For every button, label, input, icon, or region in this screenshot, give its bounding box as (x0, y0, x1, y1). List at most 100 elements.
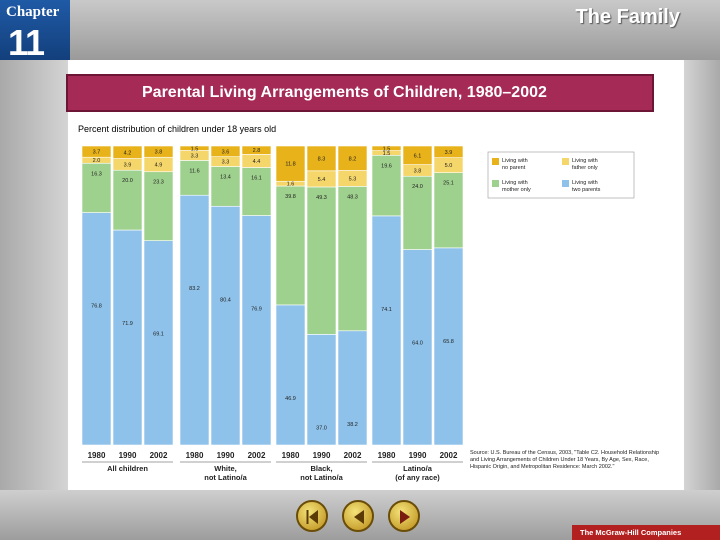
value-label: 16.3 (91, 171, 102, 177)
value-label: 71.9 (122, 321, 133, 327)
value-label: 11.8 (285, 162, 295, 168)
legend-label: mother only (502, 187, 531, 193)
first-slide-button[interactable] (296, 500, 328, 532)
value-label: 8.3 (318, 156, 326, 162)
legend-label: Living with (572, 158, 598, 164)
value-label: 5.0 (445, 163, 453, 169)
bar-two-parents (371, 215, 402, 446)
value-label: 24.0 (412, 184, 423, 190)
bar-mother-only (337, 186, 368, 332)
bar-two-parents (112, 229, 143, 446)
bar-no-parent (210, 145, 241, 157)
group-label: Black, (310, 464, 332, 473)
legend-swatch (492, 158, 499, 165)
value-label: 1.5 (191, 146, 199, 152)
legend-swatch (562, 180, 569, 187)
value-label: 16.1 (251, 175, 262, 181)
value-label: 48.3 (347, 194, 358, 200)
bar-no-parent (402, 145, 433, 165)
group-label: White, (214, 464, 237, 473)
legend-swatch (562, 158, 569, 165)
value-label: 2.8 (253, 148, 261, 154)
first-slide-icon (306, 510, 318, 524)
bar-no-parent (371, 145, 402, 151)
value-label: 19.6 (381, 163, 392, 169)
previous-slide-icon (354, 510, 364, 524)
group-label: not Latino/a (300, 473, 343, 482)
value-label: 8.2 (349, 156, 357, 162)
year-tick-label: 1980 (378, 451, 396, 460)
year-tick-label: 1980 (88, 451, 106, 460)
value-label: 76.9 (251, 307, 262, 313)
group-label: (of any race) (395, 473, 440, 482)
bar-mother-only (112, 169, 143, 231)
bar-no-parent (241, 145, 272, 155)
value-label: 3.9 (124, 162, 132, 168)
bar-mother-only (179, 160, 210, 196)
value-label: 3.7 (93, 150, 101, 156)
previous-slide-button[interactable] (342, 500, 374, 532)
bar-no-parent (275, 145, 306, 182)
bar-no-parent (179, 145, 210, 151)
value-label: 4.4 (253, 159, 261, 165)
figure-title: Parental Living Arrangements of Children… (142, 84, 547, 101)
bar-no-parent (433, 145, 464, 158)
value-label: 5.4 (318, 177, 326, 183)
top-banner (0, 0, 720, 60)
left-frame (0, 60, 68, 540)
value-label: 3.9 (445, 150, 453, 156)
value-label: 1.5 (383, 151, 391, 157)
unit-title: The Family (575, 6, 680, 28)
bar-no-parent (143, 145, 174, 158)
legend-label: father only (572, 165, 598, 171)
legend-swatch (492, 180, 499, 187)
source-note: Source: U.S. Bureau of the Census, 2003,… (470, 450, 660, 470)
legend-label: Living with (572, 180, 598, 186)
bar-two-parents (143, 240, 174, 446)
value-label: 3.8 (414, 168, 422, 174)
value-label: 39.8 (285, 194, 296, 200)
bar-no-parent (112, 145, 143, 159)
bar-no-parent (306, 145, 337, 172)
group-label: not Latino/a (204, 473, 247, 482)
value-label: 3.3 (222, 160, 230, 166)
value-label: 74.1 (381, 307, 392, 313)
bar-two-parents (81, 212, 112, 446)
value-label: 3.8 (155, 150, 163, 156)
bar-mother-only (306, 186, 337, 335)
next-slide-button[interactable] (388, 500, 420, 532)
value-label: 11.6 (189, 168, 199, 174)
value-label: 6.1 (414, 153, 422, 159)
bar-mother-only (81, 162, 112, 213)
legend-label: Living with (502, 180, 528, 186)
legend-box (487, 151, 635, 199)
bar-two-parents (275, 304, 306, 446)
figure-title-band: Parental Living Arrangements of Children… (66, 74, 654, 112)
value-label: 2.0 (93, 158, 101, 164)
value-label: 64.0 (412, 341, 423, 347)
bar-two-parents (402, 249, 433, 446)
bar-two-parents (241, 215, 272, 446)
publisher-logo: The McGraw-Hill Companies (572, 525, 720, 540)
value-label: 49.3 (316, 195, 327, 201)
next-slide-icon (400, 510, 410, 524)
legend-label: no parent (502, 165, 526, 171)
year-tick-label: 1990 (409, 451, 427, 460)
right-frame (684, 60, 720, 540)
value-label: 46.9 (285, 396, 296, 402)
year-tick-label: 2002 (248, 451, 266, 460)
bar-two-parents (433, 247, 464, 446)
year-tick-label: 2002 (150, 451, 168, 460)
value-label: 80.4 (220, 297, 231, 303)
value-label: 38.2 (347, 422, 358, 428)
value-label: 1.5 (383, 146, 391, 152)
year-tick-label: 1980 (186, 451, 204, 460)
value-label: 65.8 (443, 339, 454, 345)
bar-two-parents (179, 194, 210, 446)
bar-no-parent (337, 145, 368, 171)
value-label: 83.2 (189, 286, 200, 292)
value-label: 4.2 (124, 150, 132, 156)
year-tick-label: 1990 (119, 451, 137, 460)
bar-no-parent (81, 145, 112, 158)
